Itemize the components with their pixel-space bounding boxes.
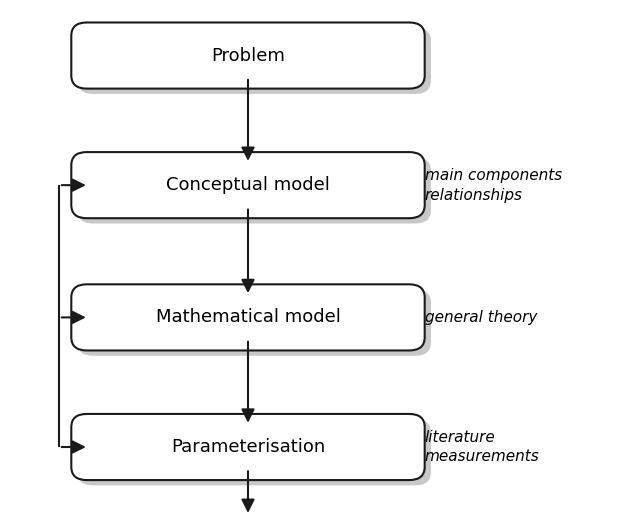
Text: general theory: general theory: [425, 310, 537, 325]
FancyBboxPatch shape: [78, 158, 431, 223]
FancyBboxPatch shape: [71, 414, 425, 480]
FancyBboxPatch shape: [71, 284, 425, 350]
Text: Parameterisation: Parameterisation: [171, 438, 325, 456]
Text: Conceptual model: Conceptual model: [166, 176, 330, 194]
FancyBboxPatch shape: [71, 22, 425, 88]
FancyBboxPatch shape: [78, 28, 431, 94]
FancyBboxPatch shape: [71, 152, 425, 218]
Text: Mathematical model: Mathematical model: [156, 308, 340, 326]
Text: Problem: Problem: [211, 47, 285, 65]
Text: literature
measurements: literature measurements: [425, 430, 539, 464]
FancyBboxPatch shape: [78, 290, 431, 355]
Text: main components
relationships: main components relationships: [425, 168, 562, 203]
FancyBboxPatch shape: [78, 419, 431, 486]
